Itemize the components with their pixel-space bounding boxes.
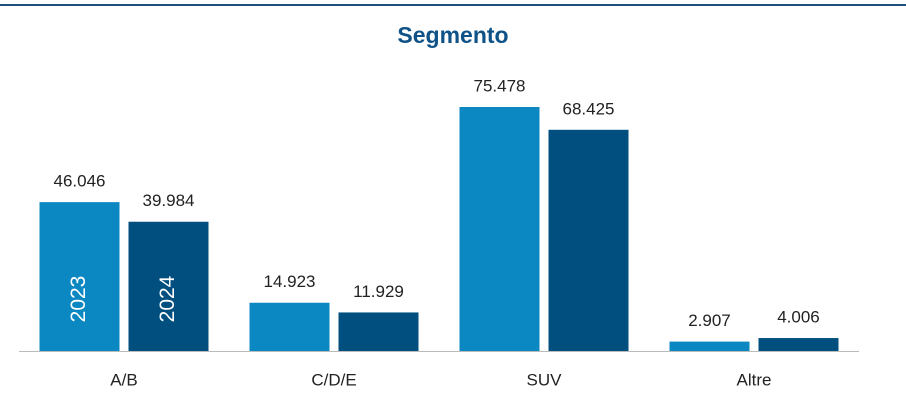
x-tick-label: SUV (527, 370, 563, 389)
data-label: 14.923 (264, 272, 316, 291)
data-label: 4.006 (777, 308, 820, 327)
x-tick-label: A/B (110, 370, 137, 389)
bar (39, 202, 120, 351)
legend-label: 2023 (67, 276, 90, 323)
legend-label: 2024 (156, 275, 179, 322)
data-label: 46.046 (54, 172, 106, 191)
data-label: 75.478 (474, 76, 526, 95)
data-label: 39.984 (143, 191, 195, 210)
bar (459, 107, 540, 351)
bar (758, 338, 839, 351)
bar (669, 341, 750, 351)
data-label: 68.425 (563, 99, 615, 118)
data-label: 2.907 (688, 311, 731, 330)
x-tick-label: C/D/E (311, 370, 356, 389)
x-tick-label: Altre (737, 370, 772, 389)
chart-title: Segmento (397, 22, 508, 48)
bar (249, 302, 330, 351)
bar (128, 221, 209, 351)
bar (548, 129, 629, 351)
bar (338, 312, 419, 351)
data-label: 11.929 (353, 282, 404, 301)
